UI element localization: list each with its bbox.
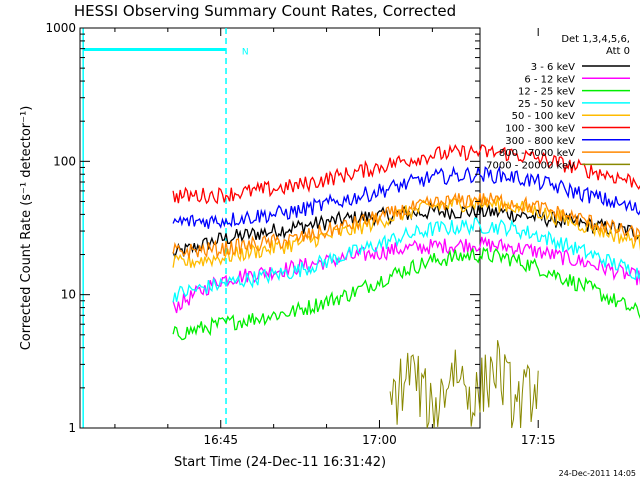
legend-label: 7000 - 20000 keV bbox=[486, 160, 575, 171]
legend-header: Att 0 bbox=[606, 46, 630, 57]
interval-annotations: NSF bbox=[242, 47, 249, 57]
series-group bbox=[172, 143, 640, 429]
vertical-lines bbox=[82, 28, 227, 428]
legend-label: 100 - 300 keV bbox=[505, 124, 575, 135]
y-tick-label: 100 bbox=[53, 154, 76, 168]
legend-label: 12 - 25 keV bbox=[518, 87, 575, 98]
series-line bbox=[389, 340, 539, 429]
legend-label: 800 - 7000 keV bbox=[499, 148, 575, 159]
x-axis-label: Start Time (24-Dec-11 16:31:42) bbox=[174, 455, 386, 470]
y-tick-label: 1 bbox=[68, 421, 76, 435]
legend-label: 3 - 6 keV bbox=[531, 62, 575, 73]
series-line bbox=[172, 236, 640, 314]
series-line bbox=[172, 192, 640, 259]
plot-frame bbox=[79, 27, 481, 429]
interval-label: N bbox=[242, 47, 249, 57]
y-tick-label: 1000 bbox=[45, 21, 76, 35]
chart-title: HESSI Observing Summary Count Rates, Cor… bbox=[74, 2, 456, 20]
series-line bbox=[172, 202, 640, 260]
interval-bars bbox=[83, 47, 227, 51]
series-line bbox=[172, 217, 640, 303]
y-axis: 1 10 100 1000 bbox=[45, 21, 480, 435]
series-line bbox=[172, 143, 640, 205]
series-line bbox=[172, 246, 640, 341]
x-tick-label: 17:15 bbox=[521, 433, 556, 447]
y-axis-label: Corrected Count Rate (s⁻¹ detector⁻¹) bbox=[19, 106, 34, 351]
legend-label: 300 - 800 keV bbox=[505, 136, 575, 147]
legend-label: 25 - 50 keV bbox=[518, 99, 575, 110]
x-tick-label: 16:45 bbox=[203, 433, 238, 447]
y-tick-label: 10 bbox=[61, 288, 76, 302]
legend-header: Det 1,3,4,5,6, bbox=[561, 34, 630, 45]
series-line bbox=[172, 165, 640, 229]
legend-label: 6 - 12 keV bbox=[524, 74, 575, 85]
footer-timestamp: 24-Dec-2011 14:05 bbox=[559, 469, 636, 478]
x-tick-label: 17:00 bbox=[362, 433, 397, 447]
legend-label: 50 - 100 keV bbox=[512, 111, 576, 122]
